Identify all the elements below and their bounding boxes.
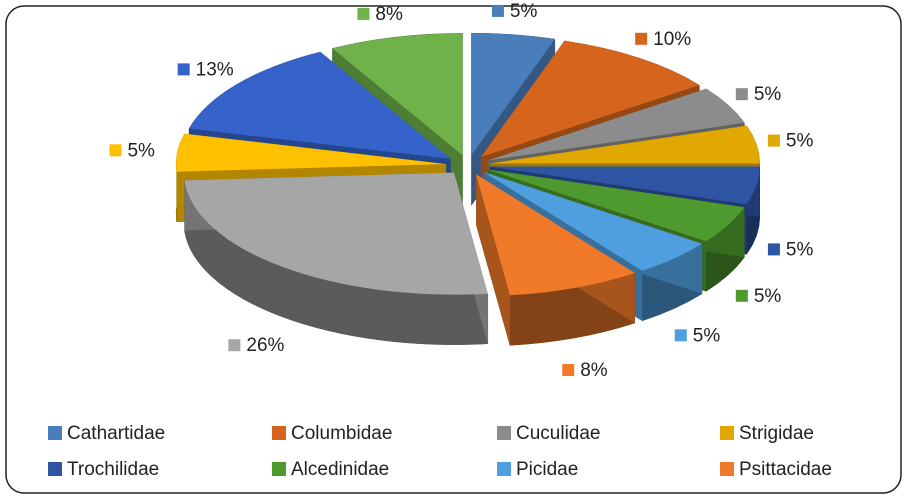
legend-swatch	[272, 462, 286, 476]
slice	[176, 133, 447, 172]
data-label: 5%	[693, 325, 721, 346]
data-label: 5%	[754, 84, 782, 105]
label-marker	[491, 4, 504, 17]
label-marker	[735, 289, 748, 302]
data-label: 13%	[196, 59, 234, 80]
slice	[476, 174, 635, 296]
label-marker	[635, 32, 648, 45]
label-marker	[767, 134, 780, 147]
legend-label: Cuculidae	[516, 423, 601, 444]
legend-label: Columbidae	[291, 423, 392, 444]
slice	[489, 125, 760, 164]
slice	[189, 51, 451, 159]
legend-swatch	[48, 462, 62, 476]
legend-label: Picidae	[516, 459, 578, 480]
data-label: 5%	[754, 286, 782, 307]
slice-side	[476, 174, 510, 346]
slice	[480, 40, 700, 157]
slice	[184, 172, 488, 295]
legend-label: Strigidae	[739, 423, 814, 444]
label-marker	[109, 144, 122, 157]
data-label: 26%	[246, 335, 284, 356]
legend-swatch	[497, 462, 511, 476]
data-label: 5%	[786, 239, 814, 260]
legend-swatch	[720, 462, 734, 476]
label-marker	[767, 243, 780, 256]
slice	[487, 88, 745, 161]
data-label: 5%	[127, 140, 155, 161]
legend-swatch	[272, 426, 286, 440]
data-label: 8%	[375, 4, 403, 25]
slice	[471, 33, 555, 156]
data-label: 5%	[510, 1, 538, 22]
slice	[489, 166, 760, 205]
slice	[332, 33, 463, 156]
legend-label: Cathartidae	[67, 423, 165, 444]
legend-label: Trochilidae	[67, 459, 159, 480]
slice	[487, 169, 745, 242]
label-marker	[735, 88, 748, 101]
data-label: 5%	[786, 131, 814, 152]
legend-swatch	[497, 426, 511, 440]
legend-label: Alcedinidae	[291, 459, 389, 480]
legend-label: Psittacidae	[739, 459, 832, 480]
legend-swatch	[720, 426, 734, 440]
slice	[483, 172, 702, 271]
label-marker	[357, 7, 370, 20]
label-marker	[228, 339, 241, 352]
label-marker	[562, 364, 575, 377]
label-marker	[177, 63, 190, 76]
legend-swatch	[48, 426, 62, 440]
data-label: 8%	[580, 360, 608, 381]
data-label: 10%	[653, 29, 691, 50]
label-marker	[674, 329, 687, 342]
